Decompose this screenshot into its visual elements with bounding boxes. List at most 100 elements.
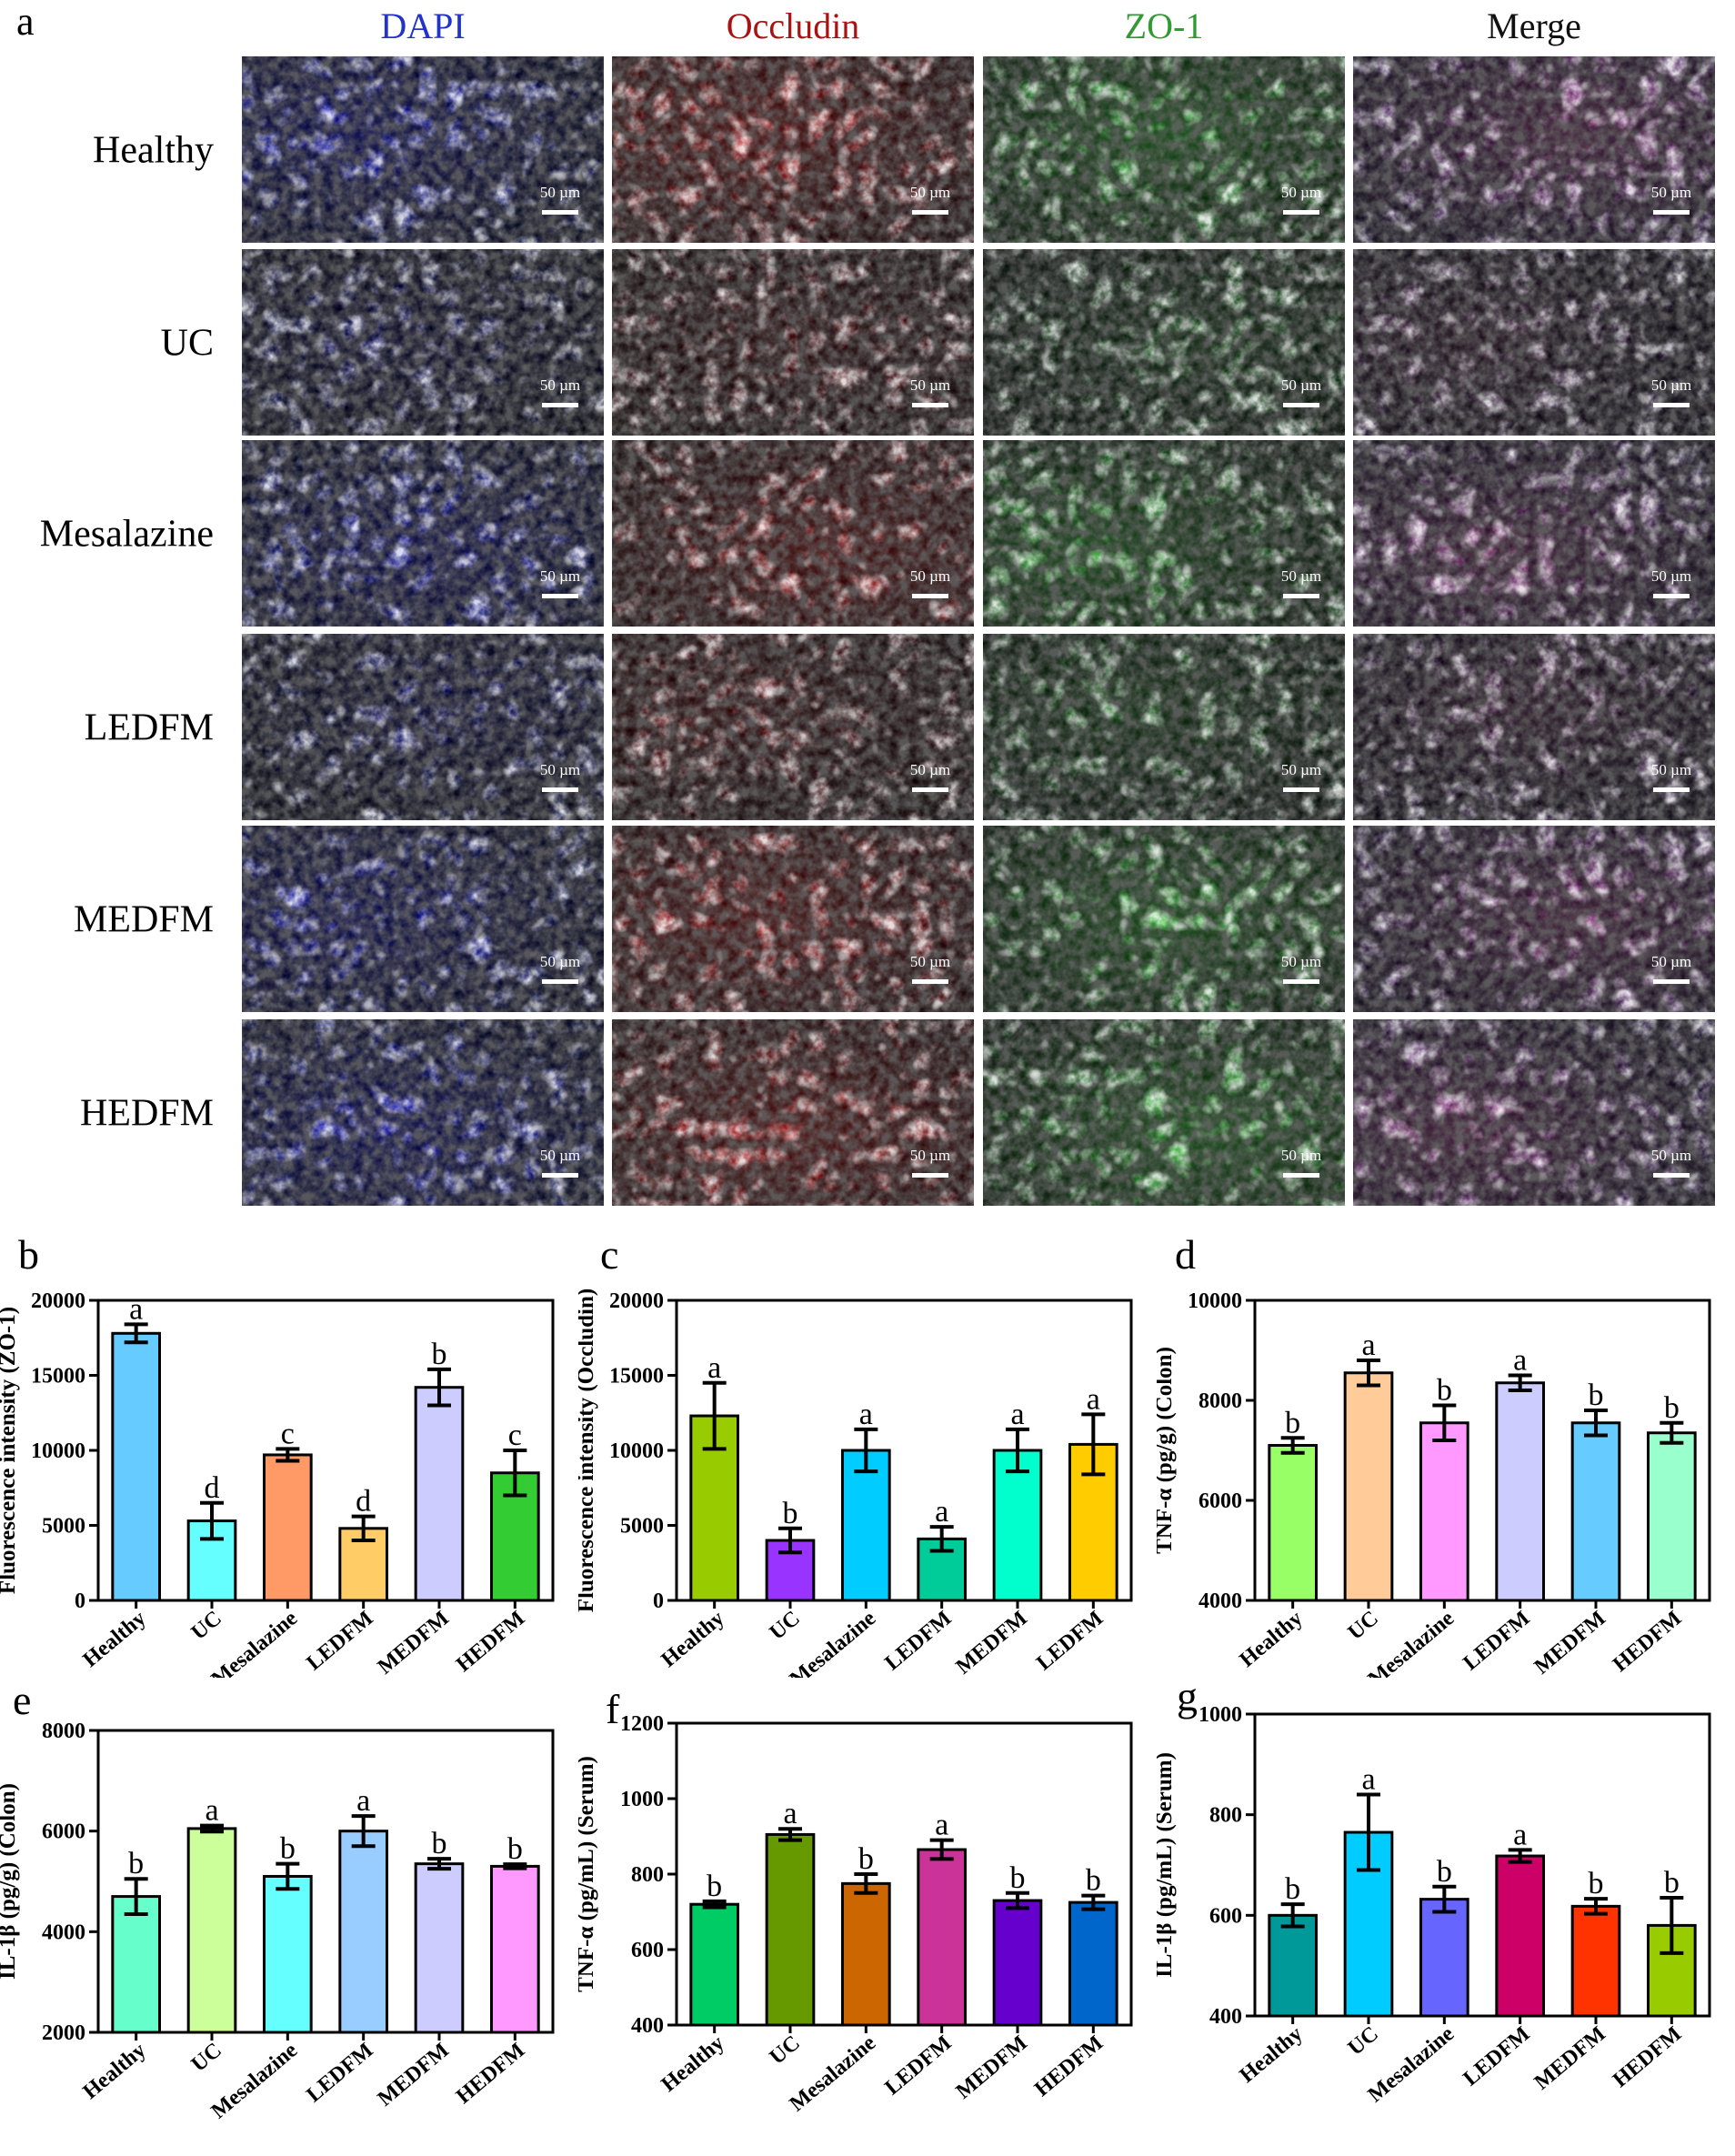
plot-frame [1253,1712,1711,2018]
x-tick-label-healthy: Healthy [79,2039,151,2104]
x-tick-label-mesalazine: Mesalazine [1364,1606,1459,1678]
micrograph-uc-zo-1: 50 µm [983,249,1345,436]
y-tick-label: 400 [631,2014,664,2038]
bar-medfm [1570,1904,1621,2018]
x-tick-label-ledfm: LEDFM [880,2031,956,2101]
significance-letter: a [1087,1382,1100,1416]
bar-mesalazine [841,1449,891,1602]
micrograph-medfm-merge: 50 µm [1353,826,1715,1012]
micrograph-medfm-dapi: 50 µm [242,826,604,1012]
scale-bar-label: 50 µm [910,953,950,970]
bar-hedfm [490,1864,540,2034]
x-tick-label-hedfm: HEDFM [1609,1607,1686,1677]
scale-bar-label: 50 µm [1651,184,1691,201]
x-tick-label-medfm: MEDFM [1530,2022,1610,2095]
significance-letter: c [508,1419,522,1452]
x-tick-label-medfm: MEDFM [374,2039,454,2111]
x-tick-label-medfm: MEDFM [952,2031,1032,2104]
y-tick-label: 20000 [31,1289,85,1313]
y-axis-label: Fluorescence intensity (ZO-1) [0,1307,20,1594]
micrograph-uc-occludin: 50 µm [612,249,974,436]
scale-bar-label: 50 µm [910,376,950,394]
bar-ledfm [338,1830,389,2034]
micrograph-ledfm-dapi: 50 µm [242,634,604,820]
scale-bar-label: 50 µm [1651,1147,1691,1164]
scale-bar-label: 50 µm [1651,761,1691,778]
scale-bar-label: 50 µm [1281,1147,1321,1164]
significance-letter: b [1285,1872,1300,1906]
scale-bar [542,979,578,984]
scale-bar [912,403,948,407]
x-tick-label-mesalazine: Mesalazine [786,1606,881,1678]
micrograph-healthy-dapi: 50 µm [242,56,604,243]
scale-bar [912,1173,948,1178]
column-header-dapi: DAPI [380,5,465,46]
bar-medfm [414,1386,465,1602]
bar-ledfm [1495,1854,1546,2018]
micrograph-uc-merge: 50 µm [1353,249,1715,436]
scale-bar-label: 50 µm [910,761,950,778]
x-tick-label-ledfm: LEDFM [880,1607,956,1676]
bar-mesalazine [841,1881,891,2027]
significance-letter: a [935,1809,948,1842]
significance-letter: a [1513,1818,1527,1851]
x-tick-label-ledfm: LEDFM [302,1607,377,1676]
significance-letter: b [1664,1866,1680,1900]
bar-healthy [111,1331,162,1602]
x-tick-label-healthy: Healthy [1236,2022,1308,2088]
y-tick-label: 15000 [31,1365,85,1389]
scale-bar [1653,1173,1690,1178]
scale-bar [1283,210,1319,215]
micrograph-healthy-zo-1: 50 µm [983,56,1345,243]
x-tick-label-healthy: Healthy [657,1607,729,1672]
micrograph-mesalazine-dapi: 50 µm [242,440,604,627]
significance-letter: a [1513,1344,1527,1378]
y-tick-label: 1000 [1198,1703,1242,1727]
significance-letter: b [1589,1379,1604,1412]
bar-hedfm [1647,1431,1697,1602]
x-tick-label-healthy: Healthy [1236,1607,1308,1672]
significance-letter: b [1010,1861,1026,1895]
chart-e-il1b-colon: e IL-1β (pg/g) (Colon) 2000 4000 6000 8000 b He… [0,1678,555,2123]
scale-bar-label: 50 µm [910,184,950,201]
row-label-healthy: Healthy [93,130,214,172]
x-tick-label-hedfm: HEDFM [1609,2022,1686,2092]
x-tick-label-medfm: MEDFM [1530,1607,1610,1678]
significance-letter: a [783,1797,797,1830]
y-tick-label: 400 [1209,2005,1242,2029]
y-tick-label: 8000 [42,1720,85,1743]
significance-letter: a [935,1495,948,1529]
scale-bar-label: 50 µm [910,1147,950,1164]
scale-bar-label: 50 µm [1281,567,1321,585]
panel-letter-b: b [18,1231,39,1278]
bar-healthy [1268,1913,1319,2018]
micrograph-hedfm-zo-1: 50 µm [983,1019,1345,1206]
y-tick-label: 8000 [1198,1389,1242,1413]
y-tick-label: 2000 [42,2021,85,2045]
bar-ledfm [1068,1442,1118,1602]
chart-d-tnf-colon: d TNF-α (pg/g) (Colon) 4000 6000 8000 10000 b H… [1157,1231,1711,1678]
significance-letter: b [1664,1391,1680,1425]
scale-bar [542,594,578,598]
scale-bar-label: 50 µm [540,1147,580,1164]
significance-letter: d [356,1485,371,1519]
micrograph-mesalazine-merge: 50 µm [1353,440,1715,627]
y-tick-label: 1200 [620,1712,664,1736]
y-axis-label: TNF-α (pg/mL) (Serum) [578,1756,598,1992]
x-tick-label-mesalazine: Mesalazine [207,1606,303,1678]
row-label-medfm: MEDFM [74,899,214,941]
y-tick-label: 5000 [42,1515,85,1539]
x-tick-label-healthy: Healthy [79,1607,151,1672]
y-tick-label: 6000 [42,1820,85,1844]
panel-a-microscopy-grid: a DAPI Occludin ZO-1 Merge Healthy UC Mesalaz… [16,0,1715,1206]
plot-frame [96,1299,555,1602]
bar-medfm [1570,1421,1621,1602]
chart-f-tnf-serum: f TNF-α (pg/mL) (Serum) 400 600 800 1000 1200 b… [578,1686,1133,2116]
significance-letter: a [1361,1763,1375,1797]
scale-bar-label: 50 µm [540,376,580,394]
scale-bar-label: 50 µm [1651,567,1691,585]
x-tick-label-ledfm: LEDFM [1459,1607,1534,1676]
bar-mesalazine [263,1874,313,2034]
significance-letter: b [1437,1374,1452,1408]
